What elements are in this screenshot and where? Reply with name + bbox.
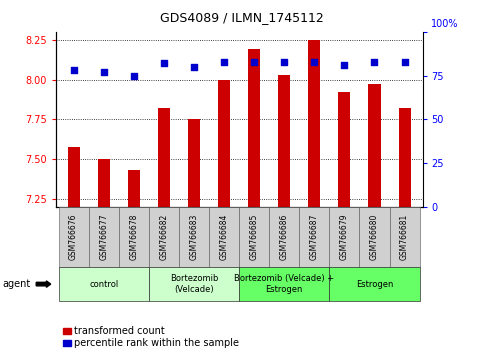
Text: GSM766684: GSM766684 <box>220 214 228 261</box>
Bar <box>278 75 290 207</box>
Bar <box>308 40 320 207</box>
Point <box>370 59 378 64</box>
Bar <box>218 80 230 207</box>
Bar <box>188 120 200 207</box>
Text: Estrogen: Estrogen <box>356 280 393 289</box>
Point <box>130 73 138 79</box>
Point <box>401 59 409 64</box>
Text: GSM766680: GSM766680 <box>370 214 379 261</box>
Text: transformed count: transformed count <box>74 326 165 336</box>
Text: GSM766682: GSM766682 <box>159 214 169 260</box>
Text: GSM766687: GSM766687 <box>310 214 319 261</box>
Bar <box>68 147 80 207</box>
Point <box>220 59 228 64</box>
Text: GSM766678: GSM766678 <box>129 214 138 261</box>
Point <box>341 62 348 68</box>
Bar <box>128 171 140 207</box>
Text: GSM766681: GSM766681 <box>400 214 409 260</box>
Text: Bortezomib
(Velcade): Bortezomib (Velcade) <box>170 274 218 294</box>
Bar <box>339 92 350 207</box>
Point <box>280 59 288 64</box>
Text: percentile rank within the sample: percentile rank within the sample <box>74 338 240 348</box>
Point <box>160 61 168 66</box>
Text: GSM766677: GSM766677 <box>99 214 108 261</box>
Point <box>311 59 318 64</box>
Text: GSM766679: GSM766679 <box>340 214 349 261</box>
Text: control: control <box>89 280 118 289</box>
Bar <box>398 108 411 207</box>
Point <box>100 69 108 75</box>
Text: agent: agent <box>2 279 30 289</box>
Point <box>250 59 258 64</box>
Bar <box>248 50 260 207</box>
Bar <box>98 159 110 207</box>
Point <box>70 68 77 73</box>
Text: Bortezomib (Velcade) +
Estrogen: Bortezomib (Velcade) + Estrogen <box>234 274 334 294</box>
Text: GSM766683: GSM766683 <box>189 214 199 261</box>
Text: GSM766686: GSM766686 <box>280 214 289 261</box>
Point <box>190 64 198 70</box>
Bar <box>158 108 170 207</box>
Text: 100%: 100% <box>431 19 458 29</box>
Bar <box>369 85 381 207</box>
Text: GSM766676: GSM766676 <box>69 214 78 261</box>
Text: GDS4089 / ILMN_1745112: GDS4089 / ILMN_1745112 <box>159 11 324 24</box>
Text: GSM766685: GSM766685 <box>250 214 258 261</box>
